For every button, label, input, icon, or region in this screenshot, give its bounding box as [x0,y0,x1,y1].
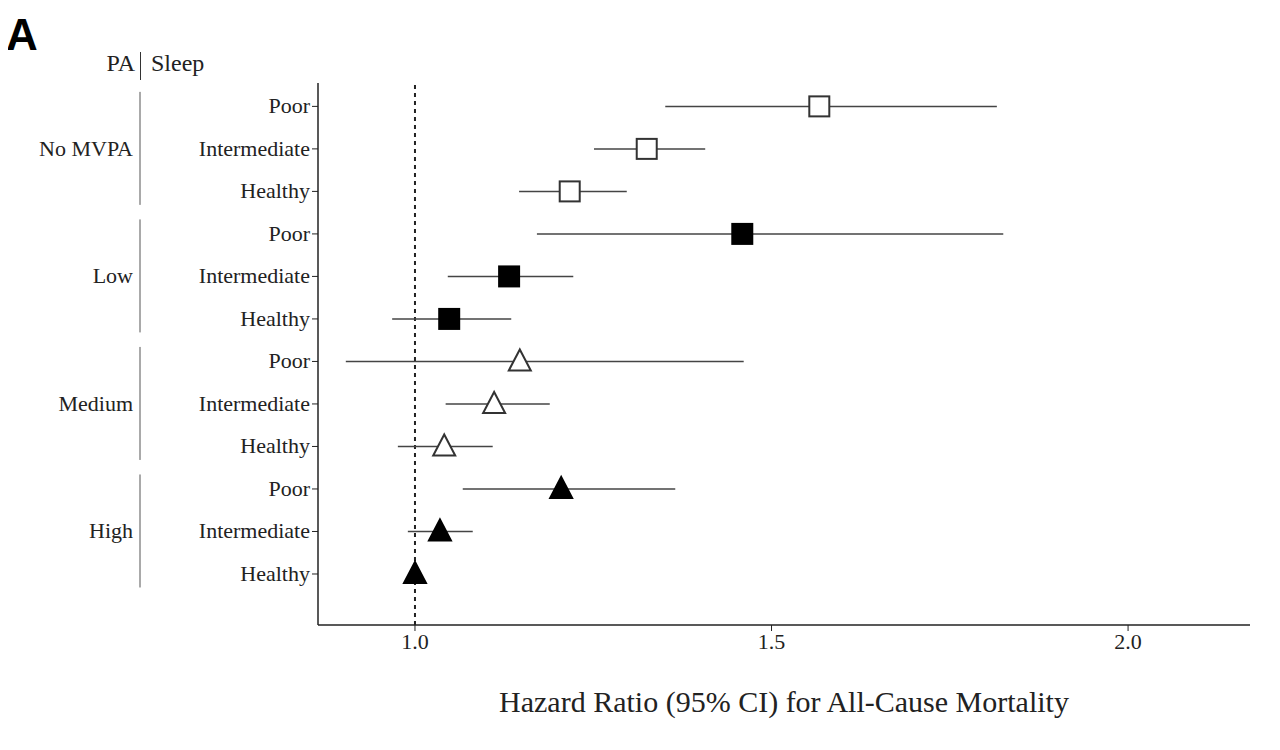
svg-text:Poor: Poor [268,476,310,501]
svg-text:2.0: 2.0 [1114,629,1142,654]
svg-text:Healthy: Healthy [240,561,310,586]
svg-text:Intermediate: Intermediate [199,263,310,288]
svg-text:Intermediate: Intermediate [199,136,310,161]
svg-text:Poor: Poor [268,348,310,373]
svg-text:Low: Low [93,263,133,288]
svg-text:1.0: 1.0 [401,629,429,654]
svg-text:Healthy: Healthy [240,433,310,458]
html-text:PA: PA [106,50,135,76]
svg-text:Healthy: Healthy [240,306,310,331]
svg-text:Medium: Medium [58,391,133,416]
html-text:A: A [6,10,38,59]
html-text:Sleep: Sleep [151,50,205,76]
svg-text:High: High [89,518,133,543]
svg-text:Healthy: Healthy [240,178,310,203]
svg-text:Poor: Poor [268,93,310,118]
svg-text:Hazard Ratio (95% CI) for All-: Hazard Ratio (95% CI) for All-Cause Mort… [499,685,1069,719]
svg-text:No MVPA: No MVPA [39,136,133,161]
svg-text:1.5: 1.5 [758,629,786,654]
svg-text:Intermediate: Intermediate [199,518,310,543]
svg-text:Intermediate: Intermediate [199,391,310,416]
svg-text:Poor: Poor [268,221,310,246]
